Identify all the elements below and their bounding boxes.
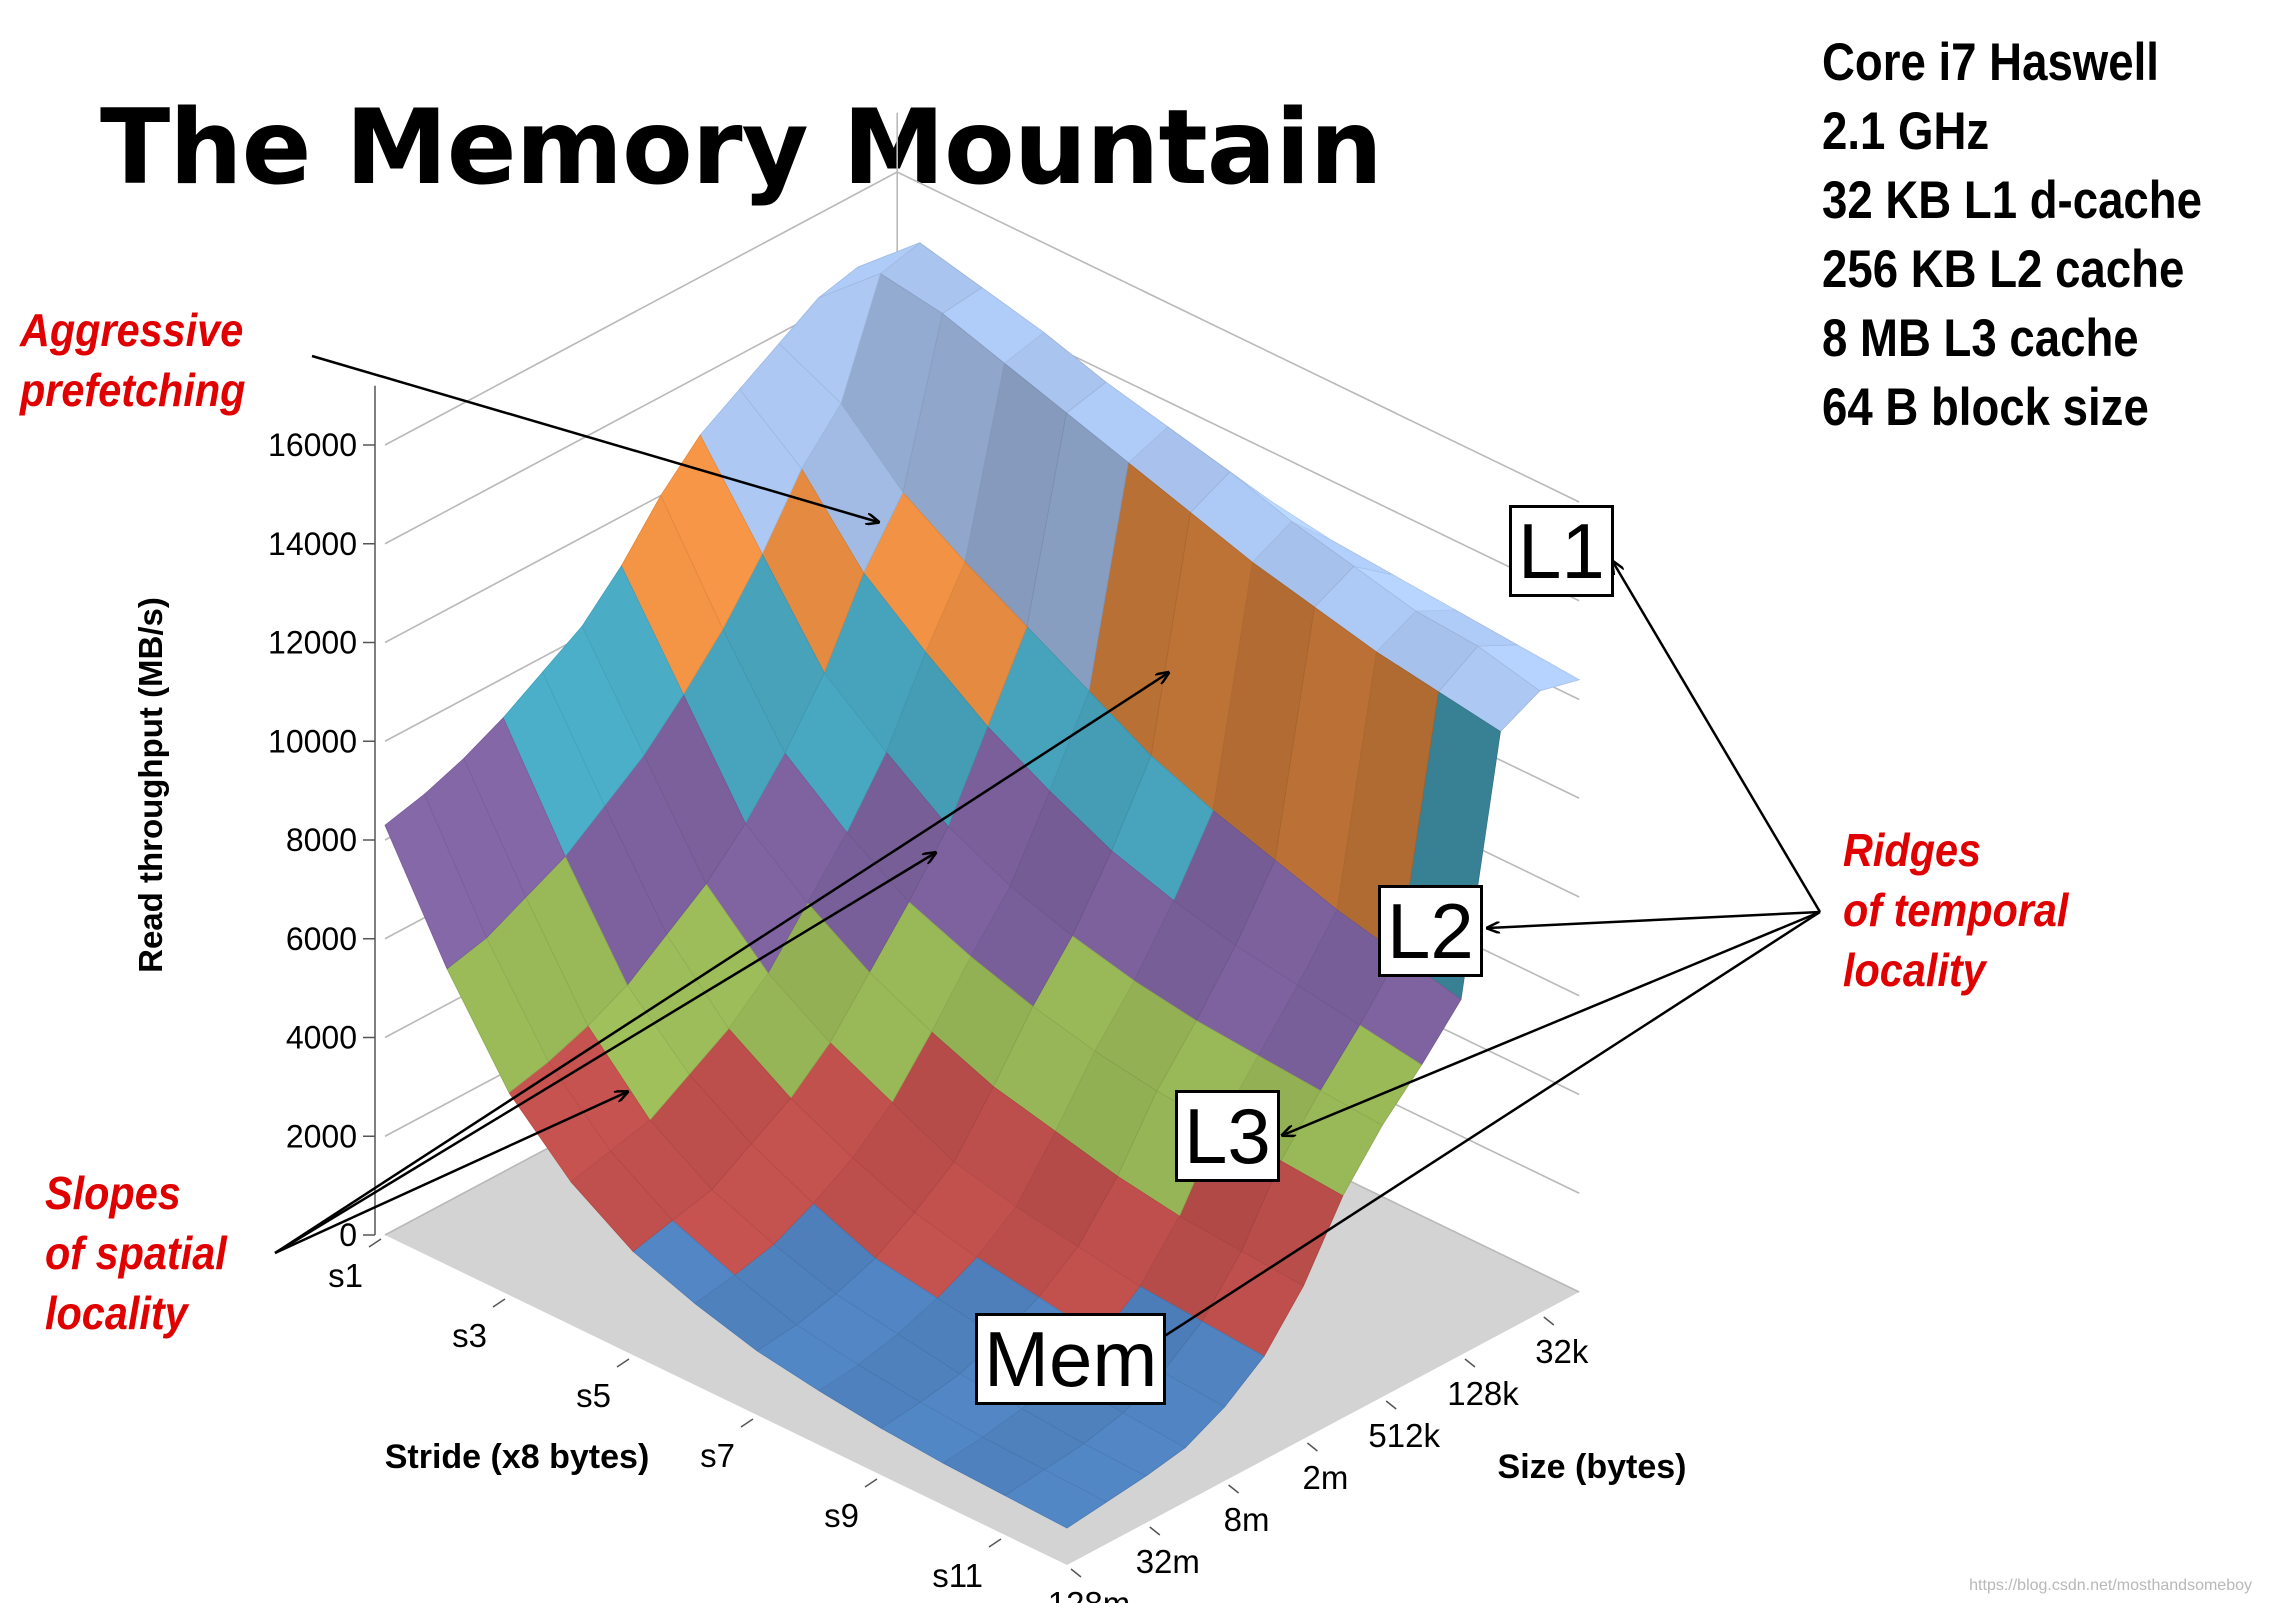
- annotation-arrow: [1283, 910, 1821, 1135]
- size-tick-label: 128m: [1048, 1585, 1131, 1603]
- stride-tick: [492, 1298, 506, 1308]
- l1-label: L1: [1509, 505, 1614, 597]
- slopes-note: Slopes of spatial locality: [45, 1167, 227, 1339]
- spec-line: 2.1 GHz: [1822, 102, 1990, 161]
- size-tick: [1306, 1442, 1318, 1452]
- stride-tick-label: s7: [700, 1437, 735, 1474]
- annotation-arrow: [1613, 562, 1822, 913]
- size-tick-label: 8m: [1224, 1501, 1270, 1538]
- cpu-specs: Core i7 Haswell 2.1 GHz 32 KB L1 d-cache…: [1822, 28, 2202, 442]
- size-tick-label: 2m: [1302, 1459, 1348, 1496]
- size-tick: [1464, 1358, 1476, 1368]
- annotation-arrow: [311, 354, 878, 522]
- stride-tick: [864, 1478, 878, 1488]
- annotation-arrow: [274, 853, 935, 1255]
- z-axis-label: Read throughput (MB/s): [132, 597, 169, 973]
- l2-label: L2: [1378, 885, 1483, 977]
- prefetch-note: Aggressive prefetching: [20, 304, 246, 416]
- size-tick-label: 512k: [1368, 1417, 1440, 1454]
- spec-line: 32 KB L1 d-cache: [1822, 171, 2202, 230]
- watermark: https://blog.csdn.net/mosthandsomeboy: [1969, 1577, 2252, 1594]
- chart-axes: 0 2000 4000 6000 8000 10000 12000 14000 16000 Rea…: [132, 385, 1687, 1603]
- spec-line: 256 KB L2 cache: [1822, 240, 2185, 299]
- l3-label: L3: [1175, 1090, 1280, 1182]
- stride-tick-label: s11: [932, 1557, 983, 1594]
- z-tick-label: 0: [339, 1217, 357, 1253]
- stride-tick: [368, 1238, 382, 1248]
- stride-tick-label: s3: [452, 1317, 487, 1354]
- stride-tick-label: s5: [576, 1377, 611, 1414]
- z-tick-label: 10000: [268, 723, 357, 759]
- z-tick-label: 12000: [268, 625, 357, 661]
- size-axis-label: Size (bytes): [1498, 1448, 1687, 1486]
- spec-line: Core i7 Haswell: [1822, 33, 2159, 92]
- size-tick: [1149, 1526, 1161, 1536]
- size-tick-label: 32m: [1136, 1543, 1200, 1580]
- spec-line: 8 MB L3 cache: [1822, 309, 2139, 368]
- size-tick: [1385, 1400, 1397, 1410]
- z-tick-label: 6000: [286, 921, 357, 957]
- annotation-arrow: [1488, 910, 1821, 928]
- z-tick-label: 16000: [268, 427, 357, 463]
- stride-tick: [988, 1538, 1002, 1548]
- size-tick: [1543, 1316, 1555, 1326]
- z-tick-label: 14000: [268, 526, 357, 562]
- stride-tick: [740, 1418, 754, 1428]
- size-tick-label: 128k: [1447, 1375, 1519, 1412]
- annotation-arrow: [274, 673, 1168, 1255]
- size-tick: [1228, 1484, 1240, 1494]
- spec-line: 64 B block size: [1822, 378, 2149, 437]
- annotation-arrows: [274, 354, 1822, 1350]
- z-tick-label: 4000: [286, 1020, 357, 1056]
- stride-axis-label: Stride (x8 bytes): [385, 1438, 650, 1476]
- z-tick-label: 2000: [286, 1118, 357, 1154]
- surface-cell: [384, 793, 487, 970]
- z-tick-label: 8000: [286, 822, 357, 858]
- slide-title: The Memory Mountain: [100, 88, 1383, 208]
- annotation-arrow: [1143, 910, 1821, 1350]
- stride-tick-label: s9: [824, 1497, 859, 1534]
- size-tick-label: 32k: [1535, 1333, 1589, 1370]
- stride-tick-label: s1: [328, 1257, 363, 1294]
- ridges-note: Ridges of temporal locality: [1843, 824, 2069, 996]
- size-tick: [1070, 1568, 1082, 1578]
- stride-tick: [616, 1358, 630, 1368]
- mem-label: Mem: [975, 1313, 1167, 1405]
- annotation-arrow: [274, 1092, 627, 1255]
